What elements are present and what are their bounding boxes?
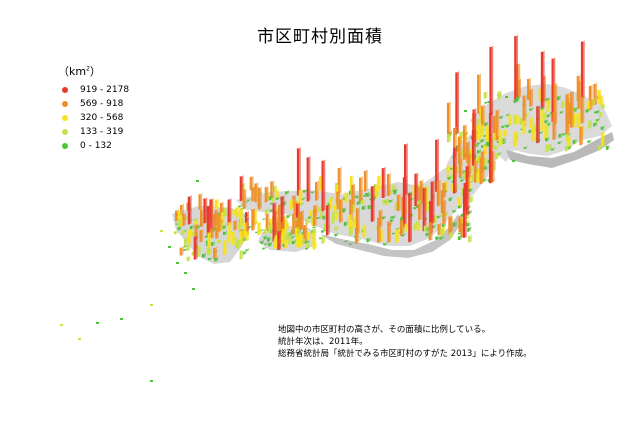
legend: （km2） 919 - 2178 569 - 918 320 - 568 133 - … [58, 63, 129, 153]
legend-swatch [62, 115, 68, 121]
legend-swatch [62, 101, 68, 107]
area-bars [174, 34, 610, 262]
islands [60, 96, 515, 382]
legend-swatch [62, 87, 68, 93]
legend-label: 320 - 568 [80, 113, 124, 123]
note-line: 地図中の市区町村の高さが、その面積に比例している。 [278, 325, 491, 335]
legend-label: 133 - 319 [80, 127, 124, 137]
note-line: 総務省統計局「統計でみる市区町村のすがた 2013」により作成。 [278, 349, 532, 359]
legend-swatch [62, 143, 68, 149]
legend-label: 569 - 918 [80, 99, 124, 109]
source-notes: 地図中の市区町村の高さが、その面積に比例している。 統計年次は、2011年。 総… [278, 324, 532, 360]
map-title: 市区町村別面積 [257, 27, 383, 47]
note-line: 統計年次は、2011年。 [278, 337, 368, 347]
legend-item: 320 - 568 [58, 111, 129, 125]
legend-swatch [62, 129, 68, 135]
legend-item: 133 - 319 [58, 125, 129, 139]
legend-item: 0 - 132 [58, 139, 129, 153]
legend-label: 0 - 132 [80, 141, 112, 151]
legend-item: 569 - 918 [58, 97, 129, 111]
legend-item: 919 - 2178 [58, 83, 129, 97]
legend-unit: （km2） [58, 65, 101, 78]
legend-label: 919 - 2178 [80, 85, 130, 95]
